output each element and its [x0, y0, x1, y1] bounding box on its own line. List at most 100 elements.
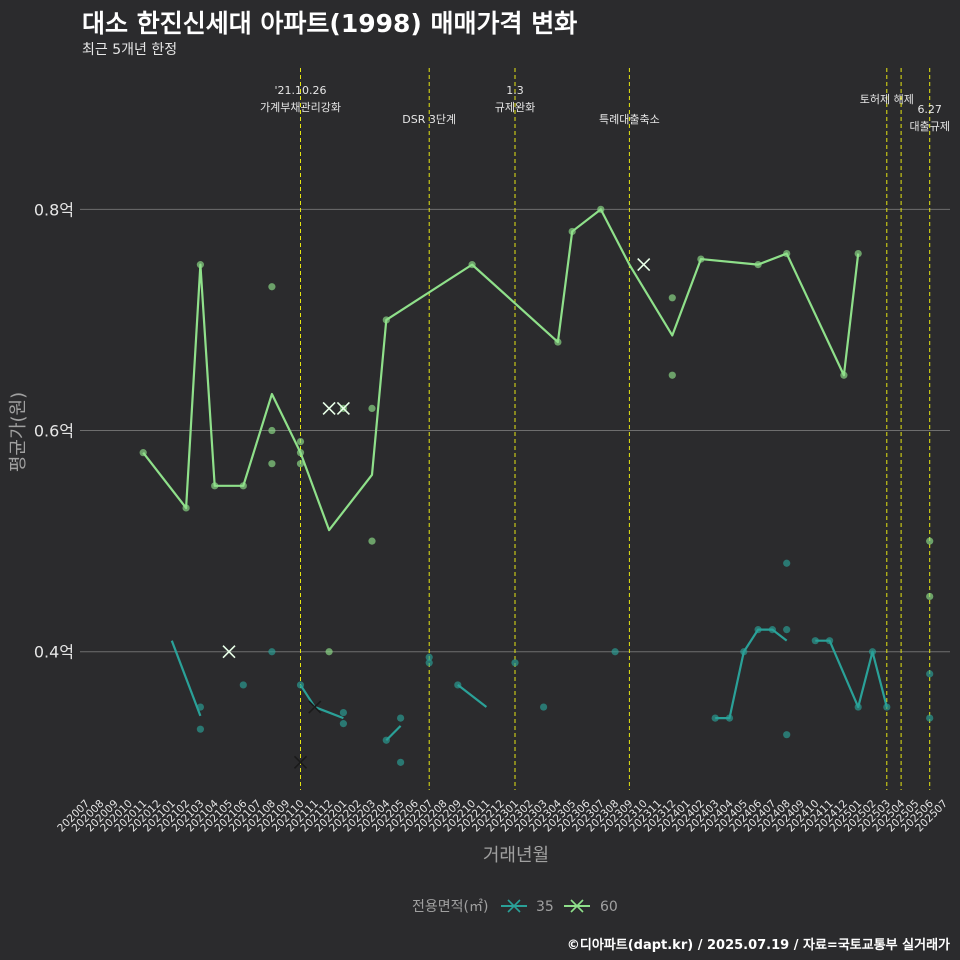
legend-item-35: 35: [501, 899, 554, 915]
series-35-line: [299, 684, 344, 720]
event-label: 특례대출축소: [599, 113, 660, 126]
series-60-point: [268, 426, 276, 435]
series-35-point: [783, 626, 791, 634]
series-35-point: [196, 725, 204, 733]
series-35-point: [268, 648, 276, 656]
series-35-point: [239, 681, 247, 689]
series-35-cancelled-mark: [293, 755, 308, 769]
series-35-point: [783, 731, 791, 739]
legend: 전용면적(㎡) 35 60: [412, 899, 618, 915]
series-60-point: [182, 504, 190, 512]
series-60-point: [268, 283, 276, 291]
series-60-point: [239, 482, 247, 490]
series-60-point: [268, 460, 276, 468]
series-60-point: [368, 537, 376, 545]
series-60-point: [668, 294, 676, 302]
series-60-point: [697, 255, 705, 263]
series-60-point: [783, 249, 791, 258]
series-60-point: [754, 261, 762, 269]
series-60-cancelled-mark: [322, 401, 336, 415]
legend-item-60: 60: [564, 899, 618, 915]
series-60-point: [840, 371, 848, 379]
series-35-line: [715, 628, 788, 720]
series-35-point: [740, 648, 748, 656]
series-35-point: [540, 703, 548, 711]
series-35-point: [711, 714, 719, 722]
event-label: 규제완화: [495, 101, 535, 114]
legend-label-35: 35: [536, 899, 554, 915]
credit-footer: ©디아파트(dapt.kr) / 2025.07.19 / 자료=국토교통부 실…: [566, 938, 950, 953]
y-tick-label: 0.6억: [34, 422, 74, 441]
event-label: DSR 3단계: [402, 113, 456, 126]
series-layer: [139, 205, 934, 769]
series-60-cancelled-mark: [336, 401, 350, 415]
series-35-point: [868, 648, 877, 656]
series-35-line: [457, 684, 488, 708]
series-35-point: [611, 648, 619, 656]
series-35-point: [425, 653, 433, 661]
series-35-point: [926, 714, 934, 722]
series-35-line: [170, 640, 202, 717]
series-60-point: [568, 227, 576, 236]
series-60-point: [668, 371, 676, 379]
series-60-line: [142, 208, 860, 532]
series-60-point: [296, 460, 305, 468]
x-axis-title: 거래년월: [483, 845, 549, 866]
series-35-point: [397, 758, 405, 766]
event-label: '21.10.26: [274, 84, 326, 97]
series-35-point: [339, 720, 347, 728]
series-35-cancelled-mark: [308, 700, 322, 714]
event-label: 토허제 해제: [860, 92, 914, 106]
series-35-point: [196, 703, 204, 711]
series-60-point: [139, 449, 147, 457]
series-35-point: [754, 626, 762, 634]
series-60-point: [468, 261, 476, 269]
series-35-point: [768, 626, 777, 634]
series-35: [170, 559, 934, 769]
series-60-point: [325, 648, 333, 656]
event-label: 대출규제: [909, 120, 949, 133]
y-tick-label: 0.8억: [34, 200, 74, 219]
series-35-point: [725, 714, 734, 722]
series-60-point: [926, 537, 934, 545]
series-35-point: [854, 703, 862, 711]
series-35-point: [454, 681, 462, 689]
series-35-point: [296, 681, 305, 689]
page-subtitle: 최근 5개년 한정: [82, 42, 178, 58]
series-60-cancelled-mark: [222, 645, 236, 659]
series-35-point: [883, 703, 891, 711]
series-60-point: [296, 449, 305, 457]
series-60-point: [854, 249, 862, 258]
axis-layer: 0.4억0.6억0.8억2020072020082020092020102020…: [34, 200, 950, 834]
series-60-point: [926, 592, 934, 601]
series-60-point: [368, 404, 376, 413]
series-35-point: [811, 637, 819, 645]
series-35-point: [926, 670, 934, 678]
y-axis-title: 평균가(원): [8, 392, 29, 472]
series-35-point: [826, 637, 834, 645]
page-title: 대소 한진신세대 아파트(1998) 매매가격 변화: [82, 9, 578, 38]
legend-label-60: 60: [600, 899, 618, 915]
series-60-point: [211, 482, 219, 490]
series-60-point: [296, 437, 305, 446]
event-label: 가계부채관리강화: [260, 101, 341, 114]
series-35-point: [339, 708, 347, 717]
series-35-point: [382, 736, 390, 744]
series-35-point: [783, 559, 791, 567]
y-tick-label: 0.4억: [34, 643, 74, 662]
series-60-point: [597, 205, 605, 213]
series-35-point: [511, 659, 519, 667]
series-60-point: [196, 261, 204, 269]
series-35-point: [425, 659, 433, 667]
series-60-point: [382, 316, 390, 324]
event-label: 6.27: [917, 103, 942, 116]
series-35-line: [815, 639, 888, 709]
legend-title: 전용면적(㎡): [412, 899, 488, 915]
series-60-cancelled-mark: [637, 258, 651, 272]
series-60-point: [554, 338, 562, 346]
series-35-point: [397, 714, 405, 722]
event-label: 1.3: [506, 84, 524, 97]
series-60: [139, 205, 934, 659]
